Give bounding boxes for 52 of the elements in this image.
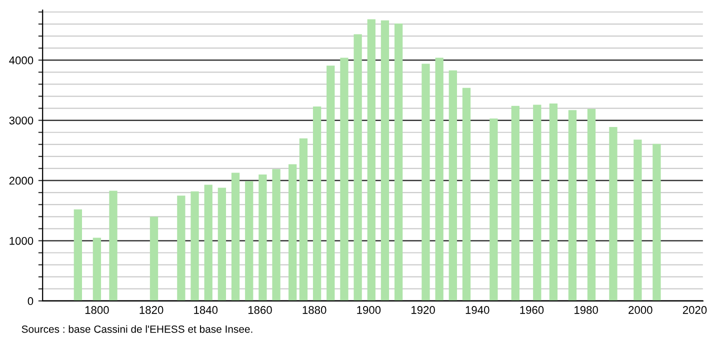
- bar: [549, 103, 558, 301]
- bar: [652, 144, 661, 301]
- bar: [533, 104, 542, 301]
- x-tick-label: 1940: [466, 306, 490, 314]
- bar: [490, 118, 498, 301]
- bar: [354, 34, 362, 301]
- bar: [634, 140, 642, 301]
- x-tick-label: 1860: [248, 306, 272, 314]
- bar: [299, 138, 308, 301]
- bar: [177, 196, 186, 301]
- bar: [218, 188, 226, 301]
- bar: [568, 110, 577, 301]
- x-tick-label: 1800: [85, 306, 109, 314]
- source-note: Sources : base Cassini de l'EHESS et base Insee.: [22, 325, 252, 333]
- bar: [462, 88, 471, 301]
- x-tick-label: 1840: [194, 306, 218, 314]
- bar: [587, 108, 596, 301]
- x-tick-label: 1920: [412, 306, 435, 314]
- bar: [422, 64, 430, 301]
- bar: [367, 19, 376, 301]
- y-tick-label: 1000: [10, 236, 34, 245]
- bar: [258, 174, 267, 301]
- bar: [340, 58, 348, 301]
- bar: [74, 209, 82, 301]
- y-tick-label: 4000: [9, 56, 34, 64]
- y-tick-label: 3000: [9, 116, 34, 124]
- x-tick-label: 1980: [574, 306, 598, 314]
- y-tick-label: 0: [28, 297, 34, 306]
- x-tick-label: 2020: [682, 306, 707, 314]
- bar: [609, 126, 618, 301]
- bar: [312, 106, 322, 301]
- bar: [245, 181, 254, 301]
- x-tick-label: 1820: [140, 306, 164, 314]
- x-tick-label: 1900: [357, 306, 381, 314]
- bar: [92, 238, 102, 301]
- bar: [435, 58, 444, 301]
- bar: [272, 169, 280, 301]
- bar: [380, 20, 390, 301]
- bar: [288, 164, 297, 301]
- y-tick-label: 2000: [9, 176, 34, 185]
- bar: [231, 172, 240, 301]
- bar: [150, 216, 158, 301]
- x-tick-label: 1960: [520, 306, 544, 314]
- bar: [326, 66, 335, 301]
- bar: [204, 184, 212, 301]
- bar: [511, 106, 520, 301]
- x-tick-label: 2000: [628, 306, 652, 314]
- bar: [190, 191, 199, 301]
- bar: [394, 23, 403, 301]
- bar: [448, 70, 457, 301]
- x-tick-label: 1880: [302, 306, 326, 314]
- bar: [109, 190, 118, 301]
